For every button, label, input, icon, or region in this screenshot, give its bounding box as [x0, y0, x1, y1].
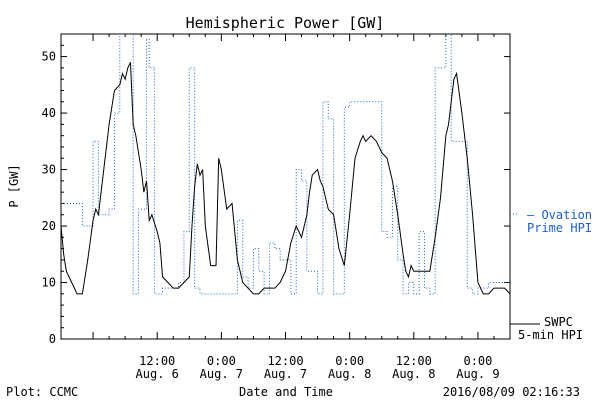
- chart-title: Hemispheric Power [GW]: [186, 14, 385, 32]
- x-tick-time-label: 12:00: [267, 354, 303, 368]
- footer-plot-credit: Plot: CCMC: [6, 385, 78, 399]
- series-layer: [61, 34, 510, 295]
- x-tick-time-label: 0:00: [463, 354, 492, 368]
- x-tick-date-label: Aug. 8: [328, 367, 371, 381]
- x-axis-label: Date and Time: [239, 385, 333, 399]
- plot-frame: [60, 33, 511, 340]
- footer-timestamp: 2016/08/09 02:16:33: [443, 385, 580, 399]
- x-tick-time-label: 0:00: [335, 354, 364, 368]
- x-tick-time-label: 12:00: [396, 354, 432, 368]
- x-tick-date-label: Aug. 6: [136, 367, 179, 381]
- y-axis-ticks: 0 10 20 30 40 50: [42, 44, 510, 346]
- x-tick-date-label: Aug. 9: [456, 367, 499, 381]
- legend-swpc-line1: SWPC: [544, 315, 573, 329]
- y-axis-label: P [GW]: [7, 164, 21, 207]
- x-tick-date-label: Aug. 8: [392, 367, 435, 381]
- legend-swpc-line2: 5-min HPI: [518, 328, 583, 342]
- series-swpc-5min-hpi: [61, 62, 510, 295]
- y-tick-label: 50: [42, 50, 56, 64]
- y-tick-label: 10: [42, 276, 56, 290]
- y-tick-label: 20: [42, 219, 56, 233]
- legend-ovation: — Ovation Prime HPI: [510, 208, 592, 235]
- legend-ovation-line2: Prime HPI: [527, 221, 592, 235]
- x-tick-date-label: Aug. 7: [200, 367, 243, 381]
- y-tick-label: 0: [49, 332, 56, 346]
- series-ovation-prime-hpi: [61, 34, 510, 295]
- y-tick-label: 30: [42, 163, 56, 177]
- x-tick-time-label: 0:00: [207, 354, 236, 368]
- x-tick-date-label: Aug. 7: [264, 367, 307, 381]
- x-tick-time-label: 12:00: [139, 354, 175, 368]
- y-tick-label: 40: [42, 106, 56, 120]
- legend-swpc: SWPC 5-min HPI: [510, 315, 583, 342]
- legend-ovation-line1: — Ovation: [527, 208, 592, 222]
